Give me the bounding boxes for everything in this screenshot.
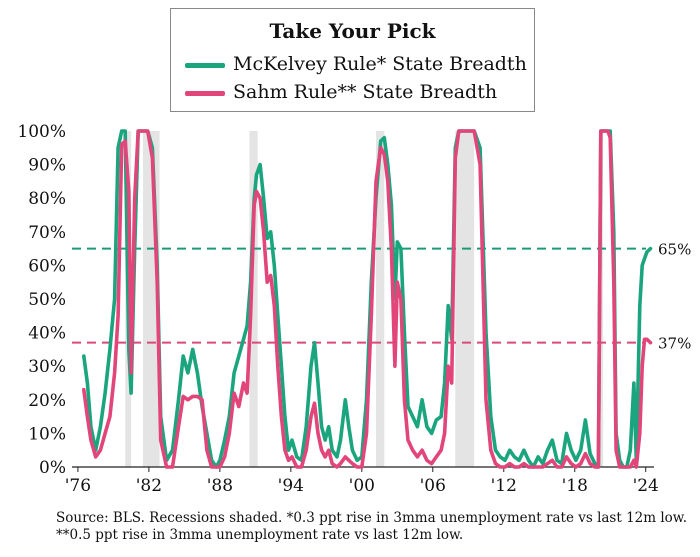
y-tick-label: 90%	[28, 156, 66, 176]
reference-lines	[72, 247, 646, 344]
legend-swatch-sahm	[185, 90, 225, 96]
x-tick-label: '12	[491, 476, 517, 496]
chart-title: Take Your Pick	[269, 19, 436, 43]
x-tick-label: '18	[562, 476, 588, 496]
series-lines	[82, 129, 653, 469]
recession-band-4	[455, 131, 475, 467]
series-line-sahm	[82, 129, 653, 469]
y-tick-label: 70%	[28, 223, 66, 243]
tick-labels: 0% 10% 20% 30% 40% 50% 60% 70% 80% 90% 100% '76 '82 '…	[17, 122, 691, 496]
x-tick-label: '06	[420, 476, 446, 496]
x-tick-label: '88	[207, 476, 233, 496]
y-tick-label: 40%	[28, 324, 66, 344]
y-tick-label: 100%	[17, 122, 66, 142]
y-tick-label: 0%	[39, 458, 66, 478]
y-tick-label: 10%	[28, 424, 66, 444]
legend-swatch-mckelvey	[185, 62, 225, 68]
recession-band-3	[376, 131, 385, 467]
recession-band-2	[249, 131, 258, 467]
legend-label-mckelvey: McKelvey Rule* State Breadth	[233, 53, 527, 75]
x-tick-label: '82	[136, 476, 162, 496]
reference-label-65: 65%	[658, 241, 691, 259]
y-tick-label: 60%	[28, 256, 66, 276]
legend-item-mckelvey: McKelvey Rule* State Breadth	[185, 53, 527, 75]
x-tick-label: '24	[633, 476, 659, 496]
x-tick-label: '00	[349, 476, 375, 496]
y-tick-label: 80%	[28, 189, 66, 209]
y-tick-label: 50%	[28, 290, 66, 310]
legend: Take Your Pick McKelvey Rule* State Brea…	[170, 8, 535, 112]
y-tick-label: 30%	[28, 357, 66, 377]
x-tick-label: '94	[278, 476, 304, 496]
y-tick-label: 20%	[28, 391, 66, 411]
source-note: Source: BLS. Recessions shaded. *0.3 ppt…	[56, 510, 688, 543]
x-tick-label: '76	[65, 476, 91, 496]
legend-label-sahm: Sahm Rule** State Breadth	[233, 81, 498, 103]
legend-item-sahm: Sahm Rule** State Breadth	[185, 81, 497, 103]
reference-label-37: 37%	[658, 335, 691, 353]
